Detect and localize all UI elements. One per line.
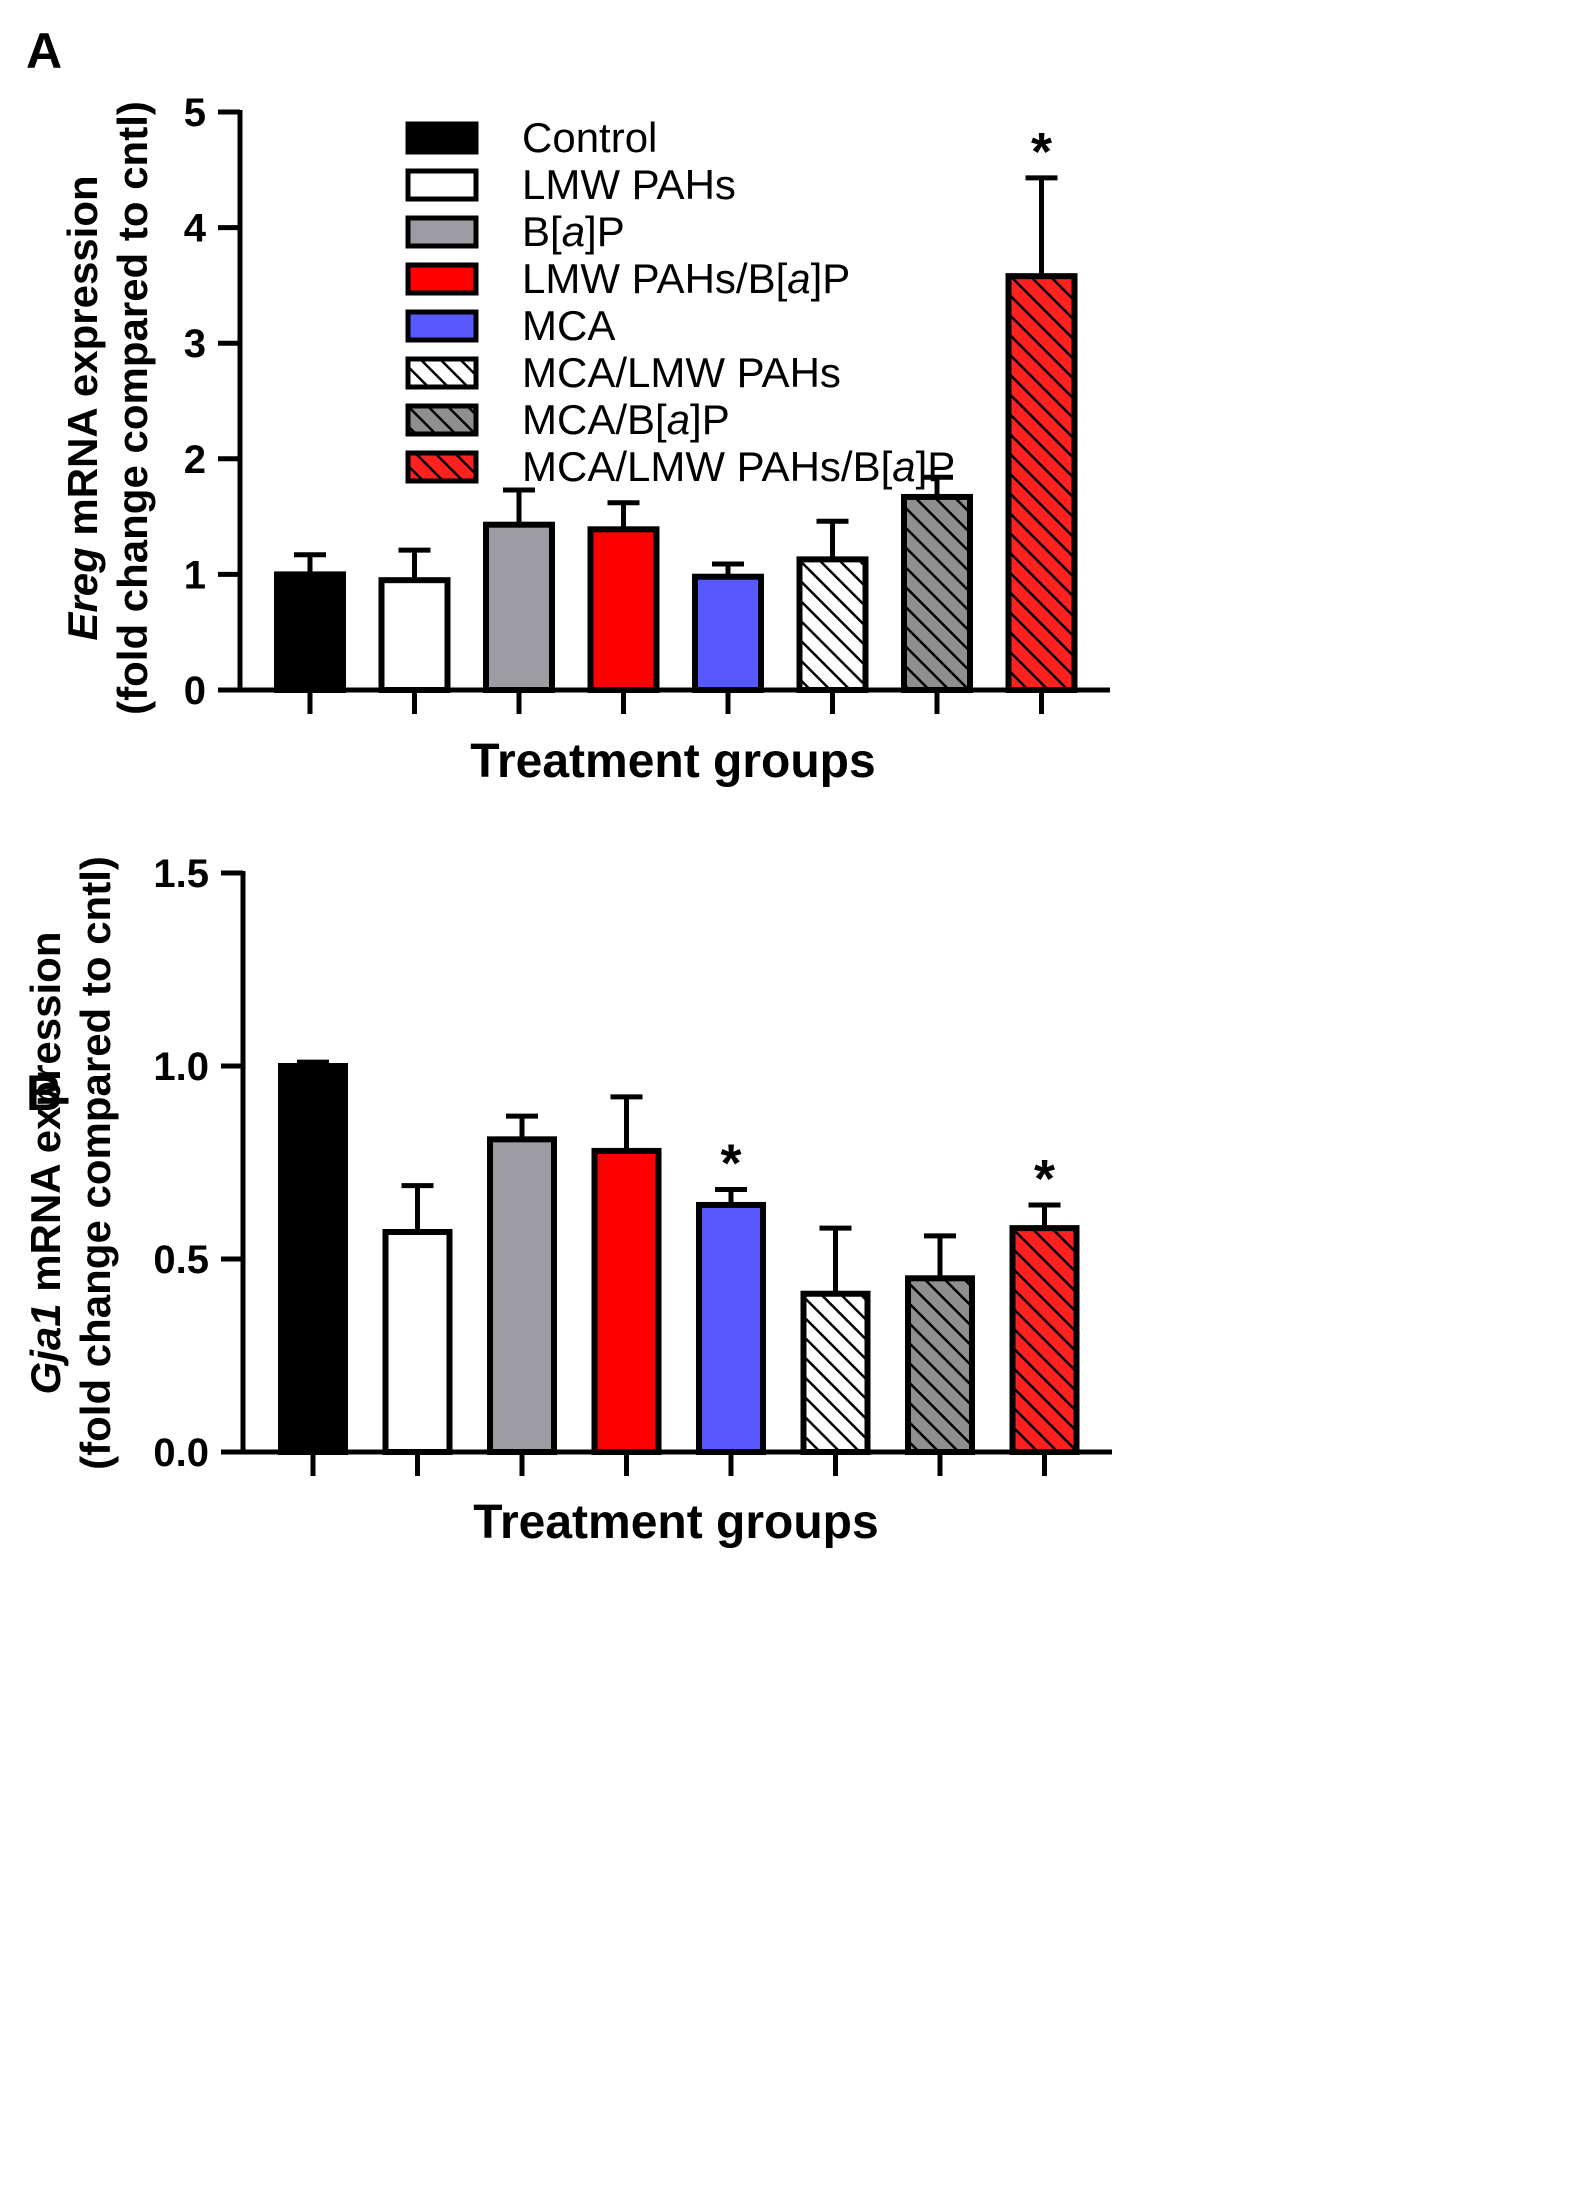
panel-b-bar [591,1147,662,1456]
panel-a-y-tick-label: 3 [184,322,206,366]
legend-label: MCA [522,302,615,349]
panel-b-label: B [26,1065,62,1121]
legend-label: MCA/B[a]P [522,396,730,443]
panel-a-significance-mark: * [1031,122,1052,182]
panel-b-y-tick-label: 0.0 [153,1431,209,1475]
legend-swatch [405,262,479,296]
panel-a-bar [483,521,555,694]
panel-b-y-axis-label-line2: (fold change compared to cntl) [72,856,119,1470]
panel-a-bar [692,573,764,693]
panel-b-y-tick-label: 0.5 [153,1238,209,1282]
legend-label: LMW PAHs [522,161,736,208]
panel-b-x-axis-label: Treatment groups [473,1496,878,1549]
panel-b-bar [278,1063,348,1455]
panel-a-y-tick-label: 5 [184,91,206,135]
panel-a-y-tick-label: 1 [184,553,206,597]
panel-b-bar [800,1290,871,1455]
legend-label: MCA/LMW PAHs/B[a]P [522,443,955,490]
legend-label: Control [522,114,657,161]
panel-a-chart: * 0 1 2 3 4 5 Treatment groups Ereg mRNA express… [59,91,1110,788]
panel-b-bar [696,1201,766,1455]
panel-b-chart: * * 0.0 0.5 1.0 1.5 Treatment groups Gja1 mRNA … [22,852,1112,1549]
panel-a-bar [901,493,973,693]
panel-b-bar [1009,1225,1080,1455]
panel-b-y-tick-label: 1.5 [153,852,209,896]
legend-swatch [405,450,479,484]
panel-a-bar [378,577,451,693]
legend-swatch [405,215,479,249]
panel-a-label: A [26,23,62,79]
panel-b-y-tick-label: 1.0 [153,1045,209,1089]
panel-a-bar [796,556,869,694]
panel-b-bar [382,1228,453,1455]
panel-a-y-tick-label: 4 [184,207,207,251]
panel-a-bar [587,526,660,693]
panel-a-bar [274,571,346,694]
panel-a-y-tick-label: 0 [184,669,206,713]
panel-a-bar [1005,273,1078,693]
legend-swatch [405,356,479,390]
legend-swatch [405,168,479,202]
panel-a-x-axis-label: Treatment groups [470,735,875,788]
panel-b-bar [905,1275,975,1456]
legend-label: LMW PAHs/B[a]P [522,255,850,302]
panel-b-significance-mark: * [1034,1149,1055,1209]
legend-swatch [405,121,479,155]
legend-label: MCA/LMW PAHs [522,349,841,396]
legend-swatch [405,309,479,343]
panel-b-significance-mark: * [720,1134,741,1194]
legend-swatch [405,403,479,437]
legend-label: B[a]P [522,208,625,255]
panel-a-y-tick-label: 2 [184,438,206,482]
panel-b-y-axis-label: Gja1 mRNA expression [22,932,69,1395]
panel-a-y-axis-label: Ereg mRNA expression [59,175,106,640]
panel-a-y-axis-label-line2: (fold change compared to cntl) [109,101,156,715]
panel-b-bar [487,1136,557,1455]
